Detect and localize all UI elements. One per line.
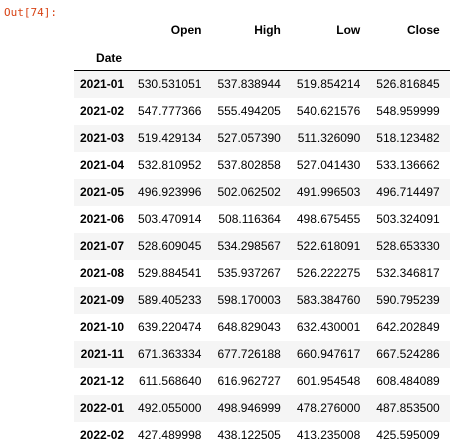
row-index-date: 2021-08 xyxy=(80,266,125,280)
table-row: 2022-01 492.055000 498.946999 478.276000 487… xyxy=(74,394,450,422)
table-row: 2021-12 611.568640 616.962727 601.954548 608… xyxy=(74,368,450,395)
table-row: 2022-02 427.489998 438.122505 413.235008 425… xyxy=(74,422,450,441)
cell-high: 498.946999 xyxy=(217,401,281,415)
column-header-open: Open xyxy=(170,22,202,37)
output-prompt: Out[74]: xyxy=(4,6,57,19)
cell-open: 639.220474 xyxy=(138,320,202,334)
index-name: Date xyxy=(96,50,123,65)
cell-open: 589.405233 xyxy=(138,293,202,307)
cell-low: 540.621576 xyxy=(296,104,361,118)
cell-open: 492.055000 xyxy=(138,401,202,415)
cell-open: 496.923996 xyxy=(138,185,202,199)
cell-low: 660.947617 xyxy=(296,347,361,361)
table-row: 2021-10 639.220474 648.829043 632.430001 642… xyxy=(74,314,450,341)
cell-high: 537.838944 xyxy=(217,77,281,92)
table-row: 2021-08 529.884541 535.937267 526.222275 532… xyxy=(74,260,450,287)
row-index-date: 2022-01 xyxy=(80,401,125,415)
cell-open: 528.609045 xyxy=(138,239,202,253)
cell-open: 427.489998 xyxy=(138,428,202,441)
row-index-date: 2021-12 xyxy=(80,374,125,388)
cell-open: 671.363334 xyxy=(138,347,202,361)
cell-low: 498.675455 xyxy=(296,212,361,226)
table-row: 2021-11 671.363334 677.726188 660.947617 667… xyxy=(74,340,450,368)
cell-low: 526.222275 xyxy=(296,266,361,280)
column-header-high: High xyxy=(254,22,281,37)
cell-low: 478.276000 xyxy=(296,401,361,415)
index-corner xyxy=(74,14,132,45)
cell-low: 632.430001 xyxy=(296,320,361,334)
row-index-date: 2021-05 xyxy=(80,185,125,199)
cell-close: 526.816845 xyxy=(376,77,440,92)
cell-close: 503.324091 xyxy=(376,212,440,226)
cell-low: 522.618091 xyxy=(296,239,361,253)
table-row: 2021-07 528.609045 534.298567 522.618091 528… xyxy=(74,232,450,260)
table-row: 2021-04 532.810952 537.802858 527.041430 533… xyxy=(74,152,450,179)
dataframe-table: Open High Low Close Date 2021-01 530.5310… xyxy=(74,14,450,441)
cell-close: 518.123482 xyxy=(376,131,440,145)
dataframe-body: 2021-01 530.531051 537.838944 519.854214 526… xyxy=(74,70,450,441)
column-header-low: Low xyxy=(336,22,361,37)
cell-open: 503.470914 xyxy=(138,212,202,226)
cell-close: 496.714497 xyxy=(376,185,440,199)
cell-high: 537.802858 xyxy=(217,158,281,172)
cell-high: 648.829043 xyxy=(217,320,281,334)
cell-high: 555.494205 xyxy=(217,104,281,118)
cell-high: 677.726188 xyxy=(217,347,281,361)
cell-low: 601.954548 xyxy=(296,374,361,388)
cell-low: 491.996503 xyxy=(296,185,361,199)
table-row: 2021-09 589.405233 598.170003 583.384760 590… xyxy=(74,286,450,314)
row-index-date: 2021-03 xyxy=(80,131,125,145)
row-index-date: 2021-10 xyxy=(80,320,125,334)
cell-close: 532.346817 xyxy=(376,266,440,280)
cell-open: 529.884541 xyxy=(138,266,202,280)
row-index-date: 2022-02 xyxy=(80,428,125,441)
cell-high: 527.057390 xyxy=(217,131,281,145)
column-header-row: Open High Low Close xyxy=(74,14,450,45)
column-header-close: Close xyxy=(406,22,440,37)
cell-close: 425.595009 xyxy=(376,428,440,441)
cell-high: 535.937267 xyxy=(217,266,281,280)
cell-low: 511.326090 xyxy=(297,131,361,145)
table-row: 2021-02 547.777366 555.494205 540.621576 548… xyxy=(74,98,450,125)
index-name-row: Date xyxy=(74,45,450,71)
cell-close: 608.484089 xyxy=(376,374,440,388)
table-row: 2021-03 519.429134 527.057390 511.326090 518… xyxy=(74,124,450,152)
table-row: 2021-05 496.923996 502.062502 491.996503 496… xyxy=(74,178,450,206)
cell-close: 528.653330 xyxy=(376,239,440,253)
cell-close: 667.524286 xyxy=(376,347,440,361)
cell-high: 598.170003 xyxy=(217,293,281,307)
row-index-date: 2021-04 xyxy=(80,158,125,172)
table-row: 2021-01 530.531051 537.838944 519.854214 526… xyxy=(74,70,450,98)
cell-high: 508.116364 xyxy=(218,212,281,226)
cell-high: 502.062502 xyxy=(217,185,281,199)
cell-low: 527.041430 xyxy=(296,158,361,172)
cell-open: 611.568640 xyxy=(138,374,202,388)
cell-low: 519.854214 xyxy=(296,77,361,92)
cell-high: 534.298567 xyxy=(217,239,281,253)
table-row: 2021-06 503.470914 508.116364 498.675455 503… xyxy=(74,206,450,233)
cell-open: 519.429134 xyxy=(138,131,202,145)
cell-open: 532.810952 xyxy=(138,158,202,172)
cell-high: 616.962727 xyxy=(217,374,281,388)
cell-low: 583.384760 xyxy=(296,293,361,307)
row-index-date: 2021-11 xyxy=(80,347,125,361)
row-index-date: 2021-09 xyxy=(80,293,125,307)
row-index-date: 2021-06 xyxy=(80,212,125,226)
cell-close: 487.853500 xyxy=(376,401,440,415)
cell-close: 533.136662 xyxy=(376,158,440,172)
row-index-date: 2021-07 xyxy=(80,239,125,253)
cell-close: 590.795239 xyxy=(376,293,440,307)
cell-close: 642.202849 xyxy=(376,320,440,334)
row-index-date: 2021-02 xyxy=(80,104,125,118)
cell-close: 548.959999 xyxy=(376,104,440,118)
cell-open: 530.531051 xyxy=(138,77,202,92)
cell-low: 413.235008 xyxy=(296,428,361,441)
row-index-date: 2021-01 xyxy=(80,77,125,92)
cell-open: 547.777366 xyxy=(138,104,202,118)
cell-high: 438.122505 xyxy=(217,428,281,441)
